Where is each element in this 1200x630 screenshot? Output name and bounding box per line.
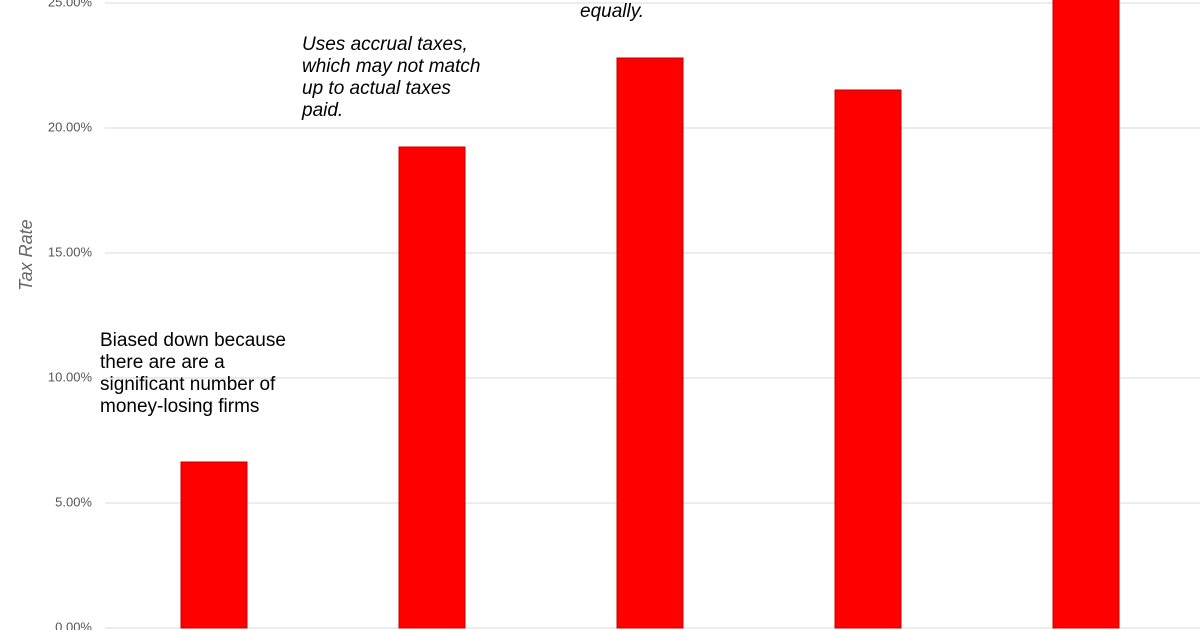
annotation: up to actual taxes xyxy=(302,78,451,99)
y-tick-label: 0.00% xyxy=(55,619,92,630)
bar xyxy=(616,57,684,629)
bar xyxy=(1052,0,1120,629)
y-tick-label: 10.00% xyxy=(48,369,93,384)
y-tick-label: 15.00% xyxy=(48,244,93,259)
y-tick-label: 20.00% xyxy=(48,119,93,134)
y-axis-title: Tax Rate xyxy=(16,219,36,290)
bar xyxy=(180,461,248,629)
y-tick-label: 25.00% xyxy=(48,0,93,9)
annotation: there are are a xyxy=(100,352,225,373)
annotation: which may not match xyxy=(302,56,480,77)
annotation: paid. xyxy=(301,100,343,121)
annotation: money-losing firms xyxy=(100,396,259,417)
bar xyxy=(834,89,902,629)
annotation: Uses accrual taxes, xyxy=(302,34,468,55)
annotation: Biased down because xyxy=(100,330,286,351)
bar xyxy=(398,146,466,629)
annotation: significant number of xyxy=(100,374,276,395)
annotation: equally. xyxy=(580,1,644,22)
y-tick-label: 5.00% xyxy=(55,494,92,509)
